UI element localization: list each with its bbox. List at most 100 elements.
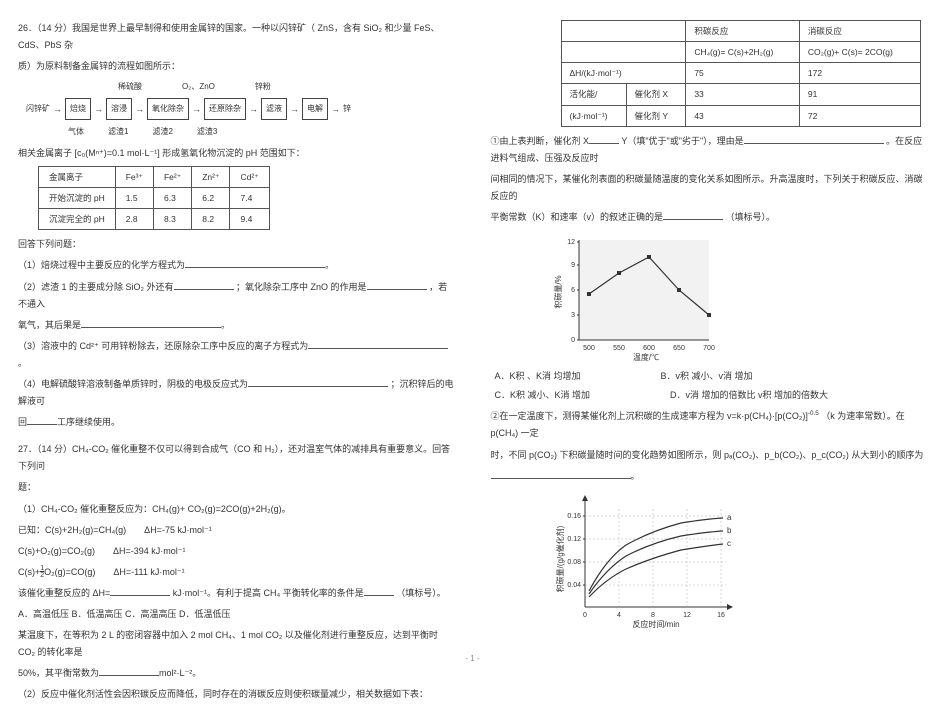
known1: 已知：C(s)+2H₂(g)=CH₄(g) ΔH=-75 kJ·mol⁻¹ — [18, 522, 455, 539]
flow-bot-2: 滤渣2 — [152, 124, 172, 139]
td: 6.3 — [153, 188, 191, 209]
arrow-icon: → — [52, 101, 63, 118]
blank — [367, 280, 427, 290]
svg-text:积碳量/(g/g催化剂): 积碳量/(g/g催化剂) — [555, 525, 565, 592]
p3b: （填标号）。 — [726, 212, 776, 222]
blank — [110, 586, 170, 596]
right-column: 积碳反应 消碳反应 CH₄(g)= C(s)+2H₂(g) CO₂(g)+ C(… — [473, 0, 945, 669]
arrow-icon: → — [248, 101, 259, 118]
th: Fe³⁺ — [115, 166, 153, 187]
calc-b: kJ·mol⁻¹。有利于提高 CH₄ 平衡转化率的条件是 — [173, 588, 364, 598]
svg-text:6: 6 — [571, 287, 575, 294]
td: 43 — [686, 105, 800, 126]
known3: C(s)+12O₂(g)=CO(g) ΔH=-111 kJ·mol⁻¹ — [18, 564, 455, 581]
p1b: Y（填"优于"或"劣于"），理由是 — [621, 136, 743, 146]
sub2: （2）反应中催化剂活性会因积碳反应而降低，同时存在的消碳反应则使积碳量减少，相关… — [18, 686, 455, 703]
th: Fe²⁺ — [153, 166, 191, 187]
sub4a: （4）电解硫酸锌溶液制备单质锌时，阴极的电极反应式为 — [18, 379, 248, 389]
td: CH₄(g)= C(s)+2H₂(g) — [686, 42, 800, 63]
q26: 26．（14 分）我国是世界上最早制得和使用金属锌的国家。一种以闪锌矿（ ZnS… — [18, 20, 455, 431]
th: Zn²⁺ — [192, 166, 230, 187]
svg-text:反应时间/min: 反应时间/min — [632, 619, 679, 629]
svg-text:0: 0 — [571, 337, 575, 344]
flowchart: 闪锌矿 → 焙烧 → 溶浸 → 氧化除杂 → 还原除杂 → 滤液 → 电解 → … — [26, 98, 455, 119]
sub3a: （3）溶液中的 Cd²⁺ 可用锌粉除去，还原除杂工序中反应的离子方程式为 — [18, 341, 308, 351]
blank — [99, 666, 159, 676]
arrow-icon: → — [191, 101, 202, 118]
blank — [81, 318, 221, 328]
svg-text:8: 8 — [651, 612, 655, 619]
sub1: （1）焙烧过程中主要反应的化学方程式为 — [18, 260, 185, 270]
svg-text:0.04: 0.04 — [567, 582, 581, 589]
blank — [185, 258, 325, 268]
p3a: 平衡常数（K）和速率（v）的叙述正确的是 — [491, 212, 664, 222]
th: 积碳反应 — [686, 21, 800, 42]
td: 开始沉淀的 pH — [39, 188, 116, 209]
svg-text:600: 600 — [643, 345, 655, 352]
sub1a: （1）CH₄-CO₂ 催化重整反应为：CH₄(g)+ CO₂(g)=2CO(g)… — [18, 501, 455, 518]
q27: 27．（14 分）CH₄-CO₂ 催化重整不仅可以得到合成气（CO 和 H₂），… — [18, 441, 455, 703]
svg-text:0: 0 — [583, 612, 587, 619]
td: 8.2 — [192, 209, 230, 230]
td: 75 — [686, 63, 800, 84]
known2: C(s)+O₂(g)=CO₂(g) ΔH=-394 kJ·mol⁻¹ — [18, 543, 455, 560]
th: 消碳反应 — [799, 21, 920, 42]
flow-bot-1: 滤渣1 — [108, 124, 128, 139]
flow-box-1: 焙烧 — [65, 98, 91, 119]
td: 91 — [799, 84, 920, 105]
sub4c: 回 — [18, 417, 27, 427]
p5b: 。 — [631, 471, 640, 481]
flow-src: 闪锌矿 — [26, 101, 50, 116]
q27-num: 27．（14 分）CH₄-CO₂ 催化重整不仅可以得到合成气（CO 和 H₂），… — [18, 444, 450, 471]
td: 沉淀完全的 pH — [39, 209, 116, 230]
td: 2.8 — [115, 209, 153, 230]
td: CO₂(g)+ C(s)= 2CO(g) — [799, 42, 920, 63]
choice-c: C．K积 减小、K消 增加 — [495, 387, 591, 404]
carbon-temp-chart: 0 3 6 9 12 500 550 600 650 700 — [551, 232, 721, 362]
td: 8.3 — [153, 209, 191, 230]
ph-table: 金属离子 Fe³⁺ Fe²⁺ Zn²⁺ Cd²⁺ 开始沉淀的 pH 1.5 6.… — [38, 166, 270, 230]
q26-line2: 质）为原料制备金属锌的流程如图所示： — [18, 58, 455, 75]
td: 1.5 — [115, 188, 153, 209]
choice-d: D．v消 增加的倍数比 v积 增加的倍数大 — [670, 387, 828, 404]
td: 6.2 — [192, 188, 230, 209]
p2c: mol²·L⁻²。 — [159, 668, 201, 678]
p2b: 50%，其平衡常数为 — [18, 668, 99, 678]
answer-header: 回答下列问题： — [18, 236, 455, 253]
svg-text:16: 16 — [717, 612, 725, 619]
flow-box-2: 溶浸 — [106, 98, 132, 119]
svg-text:4: 4 — [617, 612, 621, 619]
calc-a: 该催化重整反应的 ΔH= — [18, 588, 110, 598]
svg-text:b: b — [727, 526, 732, 535]
p4exp: -0.5 — [808, 410, 819, 417]
sub2d: 氧气，其后果是 — [18, 320, 81, 330]
flow-bot-0: 气体 — [68, 124, 84, 139]
flow-top-1: O₂、ZnO — [182, 79, 215, 94]
flow-box-4: 还原除杂 — [204, 98, 246, 119]
choice-a: A．K积 、K消 均增加 — [495, 368, 581, 385]
svg-text:9: 9 — [571, 262, 575, 269]
calc-c: （填标号）。 — [396, 588, 446, 598]
left-column: 26．（14 分）我国是世界上最早制得和使用金属锌的国家。一种以闪锌矿（ ZnS… — [0, 0, 473, 669]
td: 33 — [686, 84, 800, 105]
td: 催化剂 X — [626, 84, 686, 105]
svg-text:a: a — [727, 513, 732, 522]
th-blank — [561, 21, 686, 42]
arrow-icon: → — [330, 101, 341, 118]
blank — [27, 415, 57, 425]
blank — [663, 210, 723, 220]
r3b: O₂(g)=CO(g) ΔH=-111 kJ·mol⁻¹ — [44, 567, 184, 577]
svg-text:3: 3 — [571, 312, 575, 319]
p5a: 时，不同 p(CO₂) 下积碳量随时间的变化趋势如图所示，则 pₐ(CO₂)、p… — [491, 450, 924, 460]
p2a: 某温度下，在等积为 2 L 的密闭容器中加入 2 mol CH₄、1 mol C… — [18, 630, 438, 657]
svg-text:650: 650 — [673, 345, 685, 352]
svg-text:0.16: 0.16 — [567, 513, 581, 520]
svg-text:c: c — [727, 539, 731, 548]
arrow-icon: → — [93, 101, 104, 118]
svg-text:12: 12 — [567, 239, 575, 246]
svg-text:700: 700 — [703, 345, 715, 352]
p1a: ①由上表判断，催化剂 X — [491, 136, 590, 146]
choices-line: A．高温低压 B．低温高压 C．高温高压 D．低温低压 — [18, 606, 455, 623]
sub2b: ；氧化除杂工序中 ZnO 的作用是 — [236, 282, 367, 292]
blank — [248, 377, 388, 387]
